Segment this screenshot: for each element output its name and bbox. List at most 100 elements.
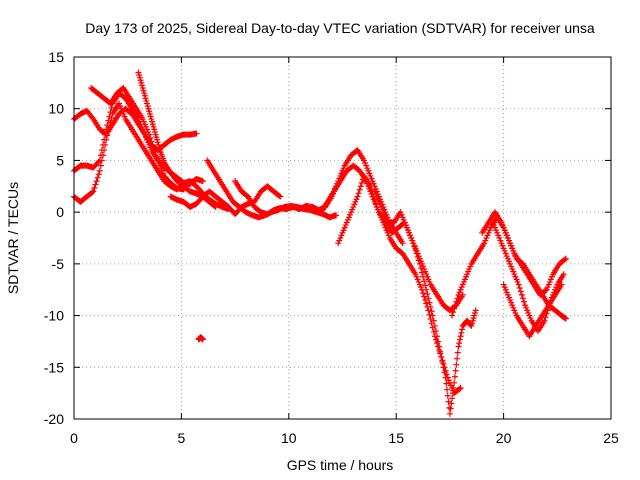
data-point — [432, 328, 439, 335]
data-point — [449, 390, 456, 397]
y-axis-label: SDTVAR / TECUs — [5, 182, 21, 294]
y-tick-label: 0 — [56, 204, 64, 220]
data-point — [199, 336, 206, 343]
data-point — [438, 353, 445, 360]
data-point — [448, 400, 455, 407]
data-point — [422, 297, 429, 304]
x-tick-label: 0 — [70, 430, 78, 446]
data-point — [456, 340, 463, 347]
data-point — [95, 158, 102, 165]
data-point — [193, 130, 200, 137]
data-point — [457, 384, 464, 391]
data-point — [105, 117, 112, 124]
data-point — [428, 308, 435, 315]
x-tick-label: 10 — [281, 430, 297, 446]
data-point — [211, 203, 218, 210]
series-track-6 — [167, 183, 284, 218]
y-tick-label: -15 — [44, 359, 64, 375]
data-point — [439, 359, 446, 366]
axis-ticks: 0 5 10 15 20 25 -20 -15 -10 -5 0 5 10 15 — [44, 49, 619, 446]
data-point — [562, 255, 569, 262]
data-point — [146, 131, 153, 138]
data-point — [457, 333, 464, 340]
data-point — [431, 322, 438, 329]
y-tick-label: -20 — [44, 411, 64, 427]
data-point — [417, 265, 424, 272]
data-point — [89, 114, 96, 121]
y-tick-label: 10 — [48, 101, 64, 117]
data-point — [427, 316, 434, 323]
data-point — [560, 271, 567, 278]
data-point — [453, 361, 460, 368]
series-track-3 — [71, 105, 200, 154]
data-point — [357, 183, 364, 190]
data-point — [95, 171, 102, 178]
data-point — [107, 109, 114, 116]
data-point — [99, 141, 106, 148]
data-point — [92, 181, 99, 188]
data-point — [106, 113, 113, 120]
series-track-10 — [335, 172, 464, 397]
data-point — [277, 193, 284, 200]
data-point — [518, 291, 525, 298]
data-point — [455, 343, 462, 350]
data-point — [147, 135, 154, 142]
data-point — [101, 136, 108, 143]
data-point — [108, 104, 115, 111]
data-point — [519, 295, 526, 302]
data-point — [517, 288, 524, 295]
data-point — [420, 290, 427, 297]
data-point — [421, 293, 428, 300]
data-point — [521, 298, 528, 305]
data-point — [371, 197, 378, 204]
data-point — [367, 183, 374, 190]
series-track-16 — [195, 334, 206, 343]
data-point — [443, 380, 450, 387]
data-point — [562, 315, 569, 322]
data-point — [452, 302, 459, 309]
data-point — [415, 257, 422, 264]
data-points — [71, 69, 569, 417]
data-point — [150, 145, 157, 152]
data-point — [276, 192, 283, 199]
data-point — [430, 317, 437, 324]
data-point — [358, 179, 365, 186]
data-point — [420, 273, 427, 280]
chart-title: Day 173 of 2025, Sidereal Day-to-day VTE… — [85, 20, 595, 36]
data-point — [450, 384, 457, 391]
data-point — [434, 333, 441, 340]
data-point — [458, 329, 465, 336]
data-point — [91, 185, 98, 192]
x-tick-label: 20 — [496, 430, 512, 446]
data-point — [423, 300, 430, 307]
data-point — [423, 286, 430, 293]
data-point — [451, 373, 458, 380]
x-axis-label: GPS time / hours — [287, 457, 394, 473]
data-point — [451, 305, 458, 312]
data-point — [148, 138, 155, 145]
data-point — [515, 281, 522, 288]
data-point — [416, 260, 423, 267]
data-point — [426, 299, 433, 306]
data-point — [89, 189, 96, 196]
data-point — [372, 200, 379, 207]
data-point — [90, 188, 97, 195]
data-point — [440, 364, 447, 371]
data-point — [425, 295, 432, 302]
data-point — [446, 410, 453, 417]
data-point — [542, 287, 549, 294]
data-point — [96, 167, 103, 174]
data-point — [437, 348, 444, 355]
data-point — [450, 309, 457, 316]
data-point — [418, 269, 425, 276]
data-point — [516, 284, 523, 291]
data-point — [97, 162, 104, 169]
data-point — [421, 278, 428, 285]
data-point — [333, 212, 340, 219]
series-track-15 — [500, 281, 565, 340]
data-point — [451, 379, 458, 386]
data-point — [425, 307, 432, 314]
data-point — [212, 203, 219, 210]
x-tick-label: 25 — [603, 430, 619, 446]
